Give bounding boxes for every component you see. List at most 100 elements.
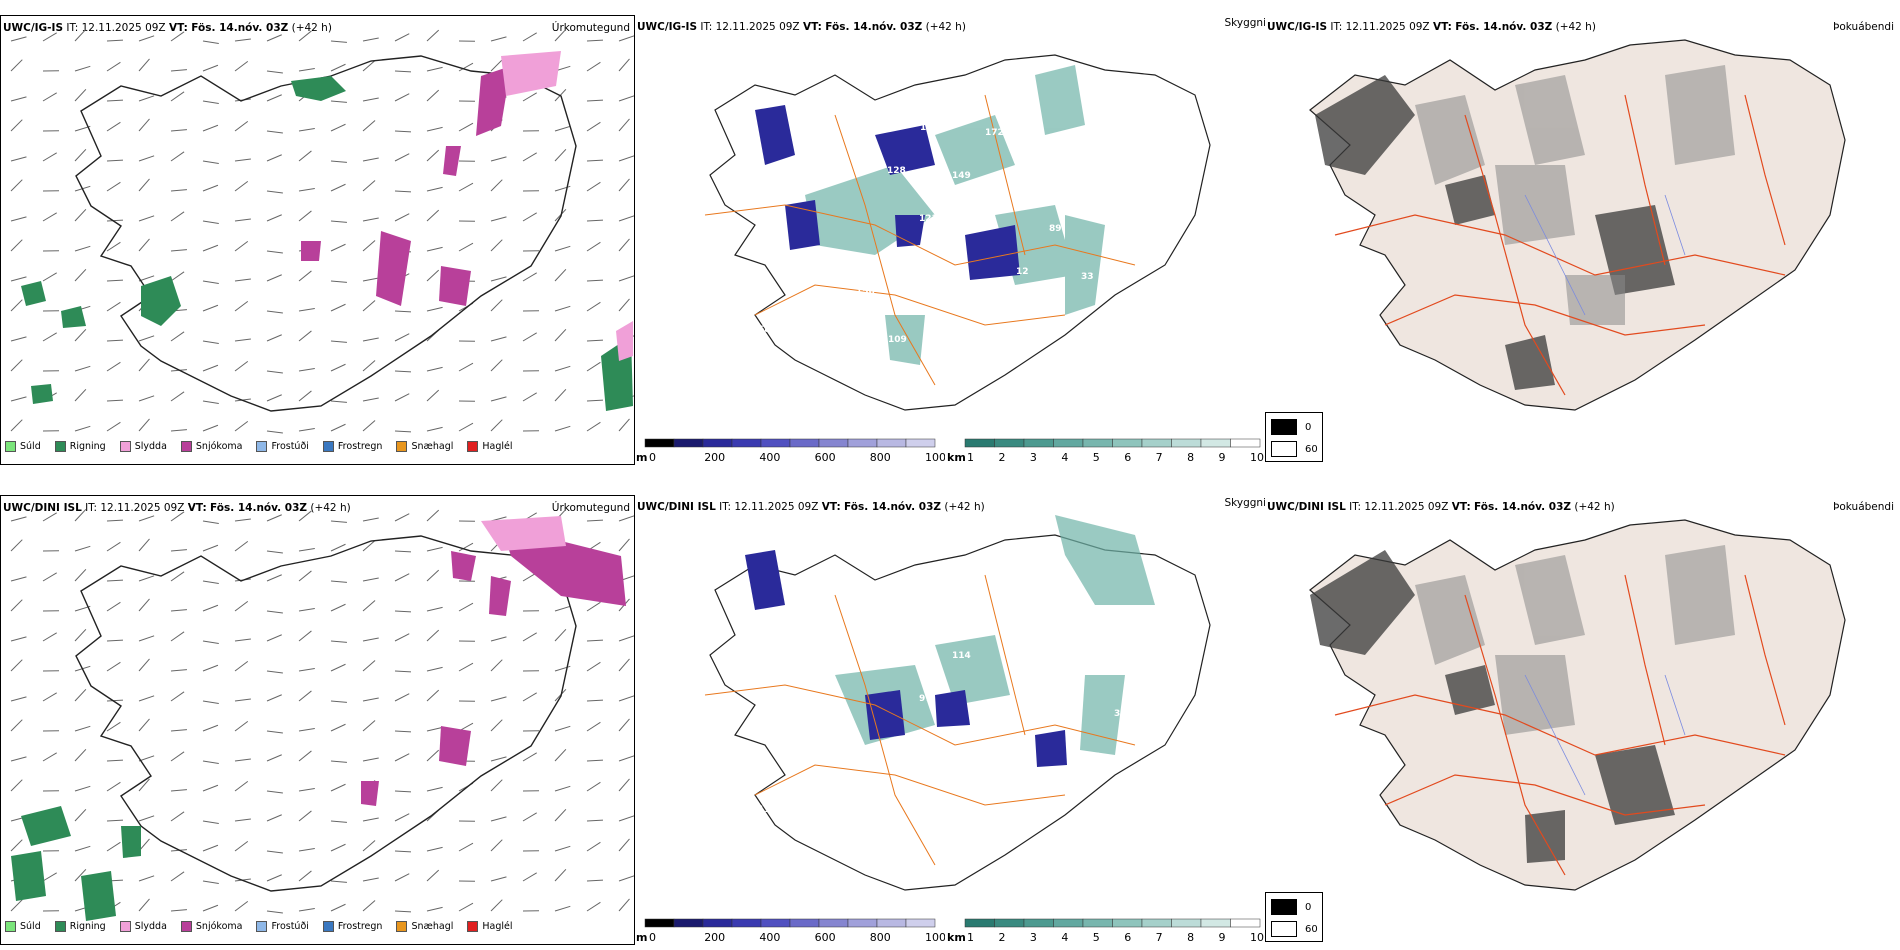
colorbar-tick: 6 [1124, 451, 1131, 464]
wind-barb [106, 361, 121, 372]
colorbar-tick: 7 [1156, 931, 1163, 944]
wind-barb [298, 750, 312, 762]
wind-barb [202, 124, 219, 132]
legend-swatch [54, 441, 66, 452]
cloud-map-row2: 107 115 97 43 70 159 170 182 566 118 80 114 105 132 68… [704, 515, 1211, 891]
wind-barb [74, 268, 87, 282]
wind-barb [362, 300, 376, 312]
wind-barb [458, 242, 474, 252]
wind-barb [42, 92, 57, 102]
wind-barb [586, 819, 604, 822]
wind-barb [362, 840, 376, 852]
wind-barb [362, 180, 376, 192]
wind-barb [106, 181, 121, 192]
wind-barb [554, 665, 571, 672]
colorbar-cell [905, 438, 936, 448]
precip-title-row2: Úrkomutegund [551, 502, 630, 514]
wind-barb [170, 811, 185, 822]
colorbar-cell [1200, 918, 1231, 928]
colorbar-tick: 2 [998, 931, 1005, 944]
wind-barb [266, 250, 283, 254]
wind-barb [74, 328, 87, 342]
wind-barb [138, 58, 150, 72]
legend-item-snjókoma: Snjókoma [180, 441, 242, 452]
wind-barb [586, 699, 604, 702]
wind-barb [586, 601, 601, 612]
wind-barb [106, 279, 124, 282]
wind-barb [426, 546, 443, 552]
legend-swatch [467, 921, 479, 932]
cloud-base-value: 71 [1050, 133, 1063, 143]
wind-barb [106, 241, 121, 252]
wind-barb [266, 790, 283, 794]
cloud-base-value: 109 [888, 335, 907, 345]
wind-barb [234, 60, 249, 72]
legend-label: Frostúði [271, 441, 309, 452]
wind-barb [138, 875, 155, 882]
legend-swatch [256, 441, 268, 452]
cloud-base-value: 89 [1049, 224, 1062, 234]
wind-barb [426, 186, 443, 192]
wind-barb [234, 698, 251, 702]
cloud-base-value: 28 [725, 108, 738, 118]
wind-barb [266, 70, 283, 74]
wind-barb [170, 789, 187, 792]
wind-barb [586, 639, 604, 642]
wind-barb [330, 880, 347, 883]
legend-swatch [322, 921, 334, 932]
wind-barb [362, 217, 379, 222]
colorbar-cell [876, 438, 907, 448]
colorbar-cell [731, 438, 762, 448]
colorbar-tick: 1 [967, 931, 974, 944]
cloud-panel-row2: UWC/DINI ISL IT: 12.11.2025 09Z VT: Fös.… [635, 495, 1270, 945]
colorbar-cell [847, 438, 878, 448]
wind-barb [298, 728, 315, 732]
wind-barb [618, 35, 634, 42]
legend-swatch [396, 921, 408, 932]
wind-barb [106, 721, 121, 732]
colorbar-cell [1082, 918, 1113, 928]
colorbar-tick: 9 [1219, 931, 1226, 944]
wind-barb [490, 36, 507, 42]
wind-barb [458, 902, 474, 912]
wind-barb [74, 688, 87, 702]
wind-barb [362, 600, 376, 612]
wind-barb [170, 571, 185, 582]
fog-panel-row2: UWC/DINI ISL IT: 12.11.2025 09Z VT: Fös.… [1265, 495, 1900, 945]
wind-barb [10, 719, 23, 732]
svg-text:m: m [636, 931, 647, 944]
wind-barb [554, 125, 571, 132]
wind-barb [330, 603, 346, 612]
colorbar-cell [1171, 918, 1202, 928]
wind-barb [42, 572, 57, 582]
colorbar-tick: 8 [1187, 451, 1194, 464]
wind-barb [298, 68, 315, 72]
wind-barb [394, 310, 412, 313]
wind-barb [554, 328, 567, 342]
wind-barb [106, 541, 121, 552]
wind-barb [426, 666, 443, 672]
legend-swatch [256, 921, 268, 932]
colorbar-tick: 600 [815, 451, 836, 464]
wind-barb [10, 659, 23, 672]
cloud-base-value: 250 [1114, 229, 1133, 239]
wind-barb [266, 94, 282, 102]
wind-barb [138, 95, 155, 102]
wind-barb [42, 872, 57, 882]
wind-barb [490, 659, 503, 672]
wind-barb [426, 906, 443, 912]
wind-barb [554, 688, 567, 702]
wind-barb [458, 62, 474, 72]
wind-barb [266, 634, 282, 642]
wind-barb [330, 183, 346, 192]
wind-barb [298, 788, 315, 792]
wind-barb [426, 389, 440, 402]
visibility-colorbar-row2: km 1 2 3 4 5 6 7 8 9 10 [947, 918, 1264, 944]
precip-title-row1: Úrkomutegund [551, 22, 630, 34]
wind-barb [394, 333, 410, 342]
wind-barb [618, 695, 634, 702]
visibility-colorbar-row1: km 1 2 3 4 5 6 7 8 9 10 [947, 438, 1264, 464]
wind-barb [426, 89, 440, 102]
wind-barb [330, 700, 347, 703]
wind-barb [74, 245, 91, 252]
